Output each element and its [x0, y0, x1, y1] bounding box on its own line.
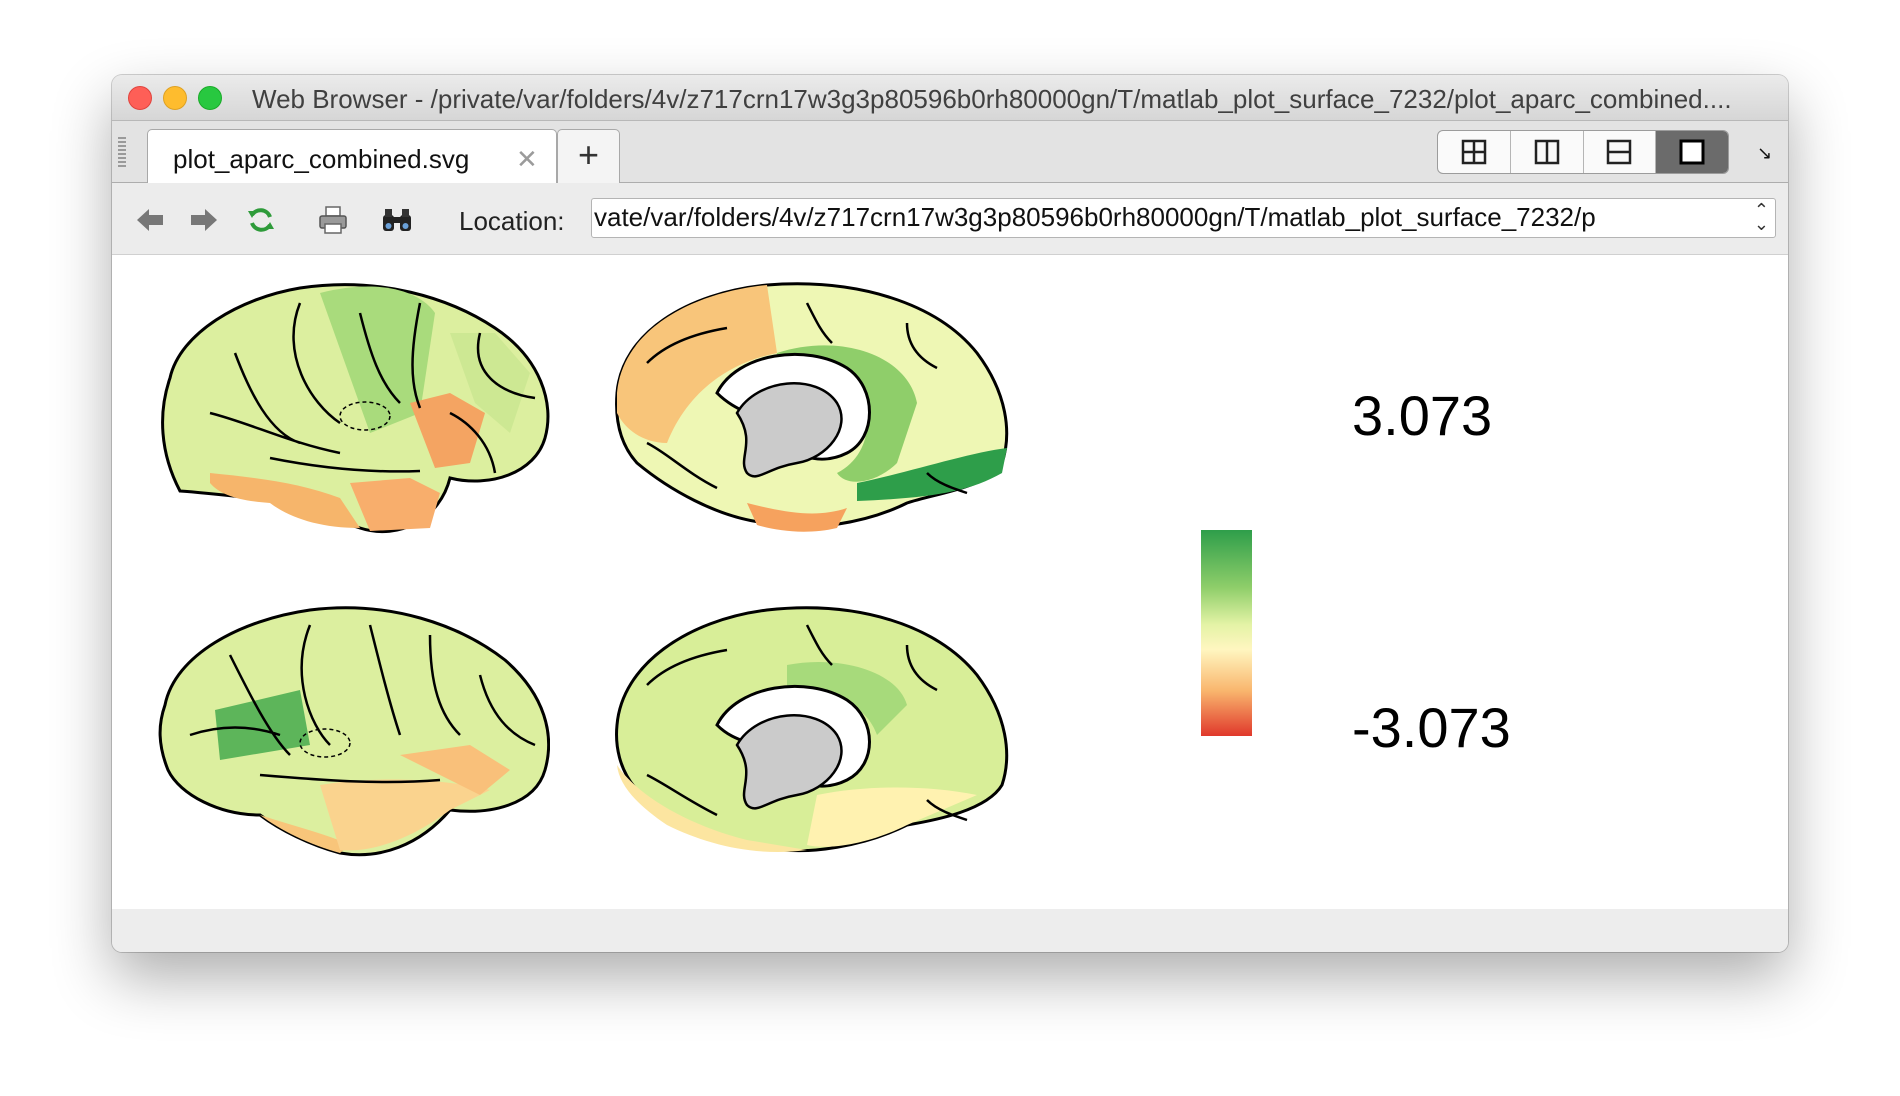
brain-region — [747, 503, 847, 532]
brain-region — [807, 787, 977, 847]
location-input[interactable] — [592, 199, 1739, 235]
zoom-window-button[interactable] — [198, 86, 222, 110]
brain-region — [320, 779, 490, 851]
tile-layout-button[interactable] — [1438, 131, 1511, 173]
brain-region — [767, 345, 917, 482]
colorbar-max-label: 3.073 — [1352, 384, 1493, 447]
brain-region — [857, 448, 1007, 501]
colorbar — [1201, 530, 1252, 736]
svg-viewer: 3.073 -3.073 — [112, 255, 1788, 909]
layout-selector — [1437, 130, 1729, 174]
tab-label: plot_aparc_combined.svg — [173, 144, 470, 174]
find-icon — [383, 209, 411, 231]
status-bar — [112, 909, 1788, 952]
brain-region — [400, 745, 510, 795]
refresh-button[interactable] — [244, 204, 278, 236]
location-field[interactable]: ⌃⌄ — [591, 198, 1776, 238]
columns-layout-button[interactable] — [1511, 131, 1584, 173]
brain-left-lateral — [161, 283, 550, 534]
brain-region — [450, 333, 530, 433]
back-icon — [137, 209, 163, 231]
forward-icon — [191, 209, 217, 231]
close-window-button[interactable] — [128, 86, 152, 110]
brain-region — [260, 815, 350, 853]
brain-right-lateral — [158, 606, 550, 857]
brain-region — [210, 473, 360, 528]
title-bar: Web Browser - /private/var/folders/4v/z7… — [112, 75, 1788, 121]
forward-button[interactable] — [187, 204, 221, 236]
brain-region — [617, 285, 777, 443]
location-history-icon[interactable]: ⌃ ⌄ — [1753, 200, 1769, 234]
brain-outline — [161, 283, 550, 534]
brain-region — [320, 286, 435, 433]
print-button[interactable] — [316, 204, 350, 236]
brain-region — [215, 690, 310, 760]
tab-close-icon[interactable]: ✕ — [516, 144, 538, 174]
brain-region — [617, 765, 807, 853]
drag-handle-icon[interactable] — [118, 137, 126, 167]
toolbar: Location: ⌃⌄ — [112, 183, 1788, 255]
location-label: Location: — [459, 206, 565, 236]
single-icon — [1679, 139, 1705, 165]
tile-icon — [1461, 139, 1487, 165]
print-icon — [319, 206, 347, 234]
single-layout-button[interactable] — [1656, 131, 1728, 173]
refresh-icon — [248, 208, 274, 232]
browser-window: Web Browser - /private/var/folders/4v/z7… — [112, 75, 1788, 952]
window-title: Web Browser - /private/var/folders/4v/z7… — [252, 84, 1732, 114]
columns-icon — [1534, 139, 1559, 165]
find-button[interactable] — [380, 204, 414, 236]
back-button[interactable] — [133, 204, 167, 236]
rows-layout-button[interactable] — [1584, 131, 1657, 173]
colorbar-min-label: -3.073 — [1352, 696, 1511, 759]
new-tab-button[interactable]: + — [557, 129, 620, 183]
brain-right-medial — [615, 606, 1009, 853]
minimize-window-button[interactable] — [163, 86, 187, 110]
tab-strip: plot_aparc_combined.svg ✕ + — [112, 121, 1788, 184]
undock-icon[interactable]: ↘ — [1757, 143, 1773, 163]
brain-region — [410, 393, 485, 468]
brain-region — [350, 478, 440, 531]
brain-left-medial — [615, 282, 1009, 532]
tab-plot-aparc-combined[interactable]: plot_aparc_combined.svg ✕ — [147, 129, 557, 184]
rows-icon — [1607, 139, 1632, 165]
